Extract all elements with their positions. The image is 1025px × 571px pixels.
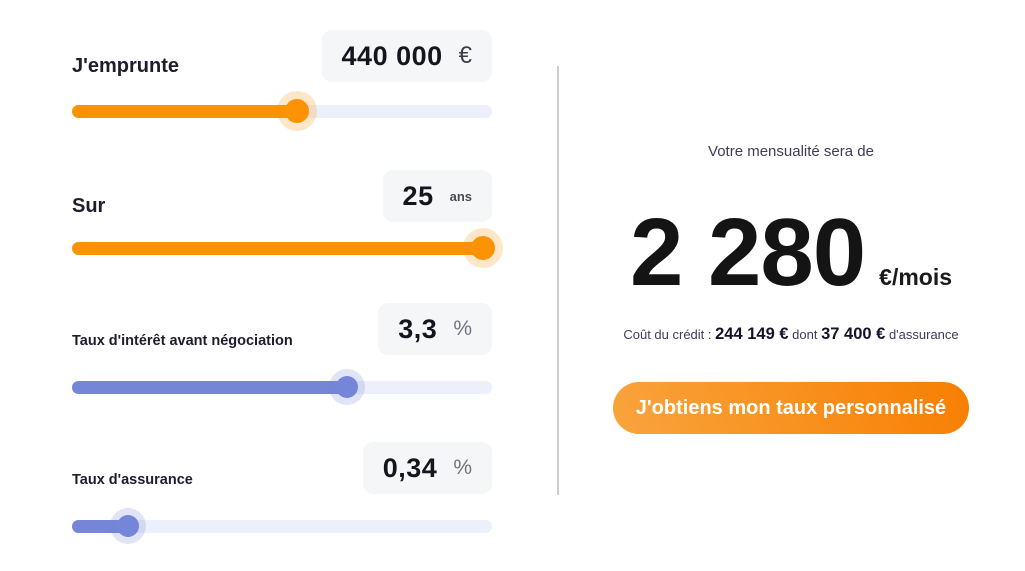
borrow-amount-row: J'emprunte 440 000 €	[72, 30, 492, 82]
years-unit: ans	[449, 188, 472, 204]
borrow-amount-slider-thumb[interactable]	[285, 99, 310, 123]
interest-rate-label: Taux d'intérêt avant négociation	[72, 333, 293, 349]
percent-unit: %	[453, 317, 472, 340]
insurance-rate-slider-track[interactable]	[72, 515, 492, 537]
duration-slider-fill	[72, 236, 496, 260]
interest-rate-slider-thumb[interactable]	[336, 376, 359, 398]
duration-slider[interactable]	[72, 226, 496, 270]
monthly-payment-unit: €/mois	[879, 264, 953, 290]
result-panel: Votre mensualité sera de 2 280 €/mois Co…	[580, 141, 1002, 434]
borrow-amount-slider-fill	[72, 99, 310, 123]
duration-input[interactable]: 25 ans	[382, 170, 492, 222]
duration-label: Sur	[72, 195, 106, 217]
credit-cost-label: Coût du crédit :	[623, 327, 712, 342]
credit-cost-conjunction: dont	[792, 327, 818, 342]
borrow-amount-input[interactable]: 440 000 €	[321, 30, 492, 82]
loan-controls: J'emprunte 440 000 € Sur 25 ans	[72, 30, 496, 548]
interest-rate-slider-track[interactable]	[72, 376, 492, 398]
insurance-rate-group: Taux d'assurance 0,34 %	[72, 442, 492, 548]
interest-rate-input[interactable]: 3,3 %	[378, 303, 492, 355]
insurance-rate-label: Taux d'assurance	[72, 472, 193, 488]
duration-slider-track[interactable]	[72, 236, 496, 260]
insurance-rate-row: Taux d'assurance 0,34 %	[72, 442, 492, 494]
duration-group: Sur 25 ans	[72, 170, 496, 270]
vertical-divider	[557, 66, 559, 495]
insurance-rate-slider[interactable]	[72, 504, 492, 548]
duration-row: Sur 25 ans	[72, 170, 492, 222]
interest-rate-value: 3,3	[398, 313, 438, 344]
borrow-amount-slider-track[interactable]	[72, 99, 492, 123]
get-personalized-rate-button[interactable]: J'obtiens mon taux personnalisé	[613, 382, 969, 434]
monthly-payment-amount: 2 280	[629, 199, 866, 306]
insurance-cost-suffix: d'assurance	[888, 327, 959, 342]
borrow-amount-label: J'emprunte	[72, 55, 180, 77]
credit-cost-line: Coût du crédit : 244 149 € dont 37 400 €…	[580, 325, 1002, 344]
insurance-rate-slider-fill	[72, 515, 139, 537]
insurance-rate-value: 0,34	[382, 452, 438, 483]
duration-slider-thumb[interactable]	[471, 236, 496, 260]
euro-unit: €	[458, 42, 472, 69]
interest-rate-group: Taux d'intérêt avant négociation 3,3 %	[72, 303, 492, 409]
interest-rate-slider-fill	[72, 376, 359, 398]
interest-rate-slider[interactable]	[72, 365, 492, 409]
insurance-cost-value: 37 400 €	[821, 325, 886, 343]
credit-cost-value: 244 149 €	[715, 325, 789, 343]
insurance-rate-slider-thumb[interactable]	[116, 515, 139, 537]
borrow-amount-value: 440 000	[341, 40, 443, 71]
interest-rate-row: Taux d'intérêt avant négociation 3,3 %	[72, 303, 492, 355]
monthly-payment: 2 280 €/mois	[580, 205, 1002, 301]
percent-unit: %	[453, 456, 472, 479]
insurance-rate-input[interactable]: 0,34 %	[362, 442, 492, 494]
duration-value: 25	[402, 180, 434, 211]
result-heading: Votre mensualité sera de	[708, 143, 874, 160]
borrow-amount-slider[interactable]	[72, 89, 492, 133]
borrow-amount-group: J'emprunte 440 000 €	[72, 30, 492, 133]
